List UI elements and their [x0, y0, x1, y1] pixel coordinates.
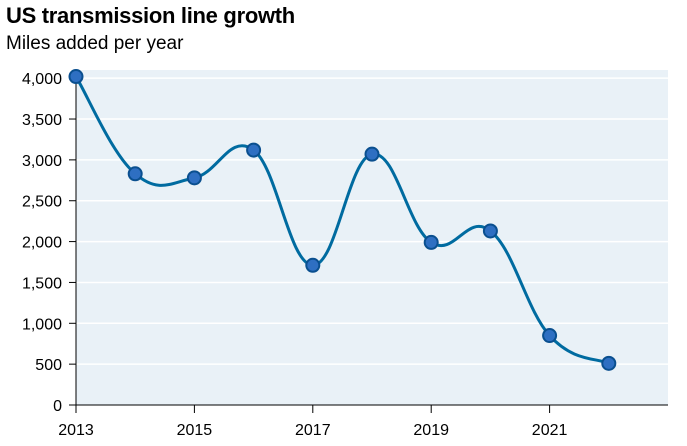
x-tick-label: 2019 [413, 422, 449, 439]
y-tick-label: 2,500 [22, 194, 62, 211]
y-tick-label: 1,500 [22, 275, 62, 292]
data-point [601, 355, 617, 371]
plot-area [76, 70, 668, 405]
y-tick-label: 500 [35, 357, 62, 374]
x-tick-label: 2021 [532, 422, 568, 439]
data-point [127, 166, 143, 182]
chart-subtitle: Miles added per year [6, 33, 184, 54]
data-point [305, 257, 321, 273]
x-tick-label: 2017 [295, 422, 331, 439]
data-point [542, 328, 558, 344]
data-point [246, 142, 262, 158]
chart-title: US transmission line growth [6, 3, 295, 28]
data-point [186, 170, 202, 186]
y-tick-label: 1,000 [22, 316, 62, 333]
y-tick-label: 3,000 [22, 153, 62, 170]
y-tick-label: 0 [53, 398, 62, 415]
x-tick-label: 2013 [58, 422, 94, 439]
x-tick-label: 2015 [177, 422, 213, 439]
data-point [482, 223, 498, 239]
data-point [68, 69, 84, 85]
y-tick-label: 2,000 [22, 235, 62, 252]
y-tick-label: 4,000 [22, 71, 62, 88]
series-line [74, 75, 610, 365]
data-point [423, 234, 439, 250]
data-point [364, 146, 380, 162]
y-tick-label: 3,500 [22, 112, 62, 129]
